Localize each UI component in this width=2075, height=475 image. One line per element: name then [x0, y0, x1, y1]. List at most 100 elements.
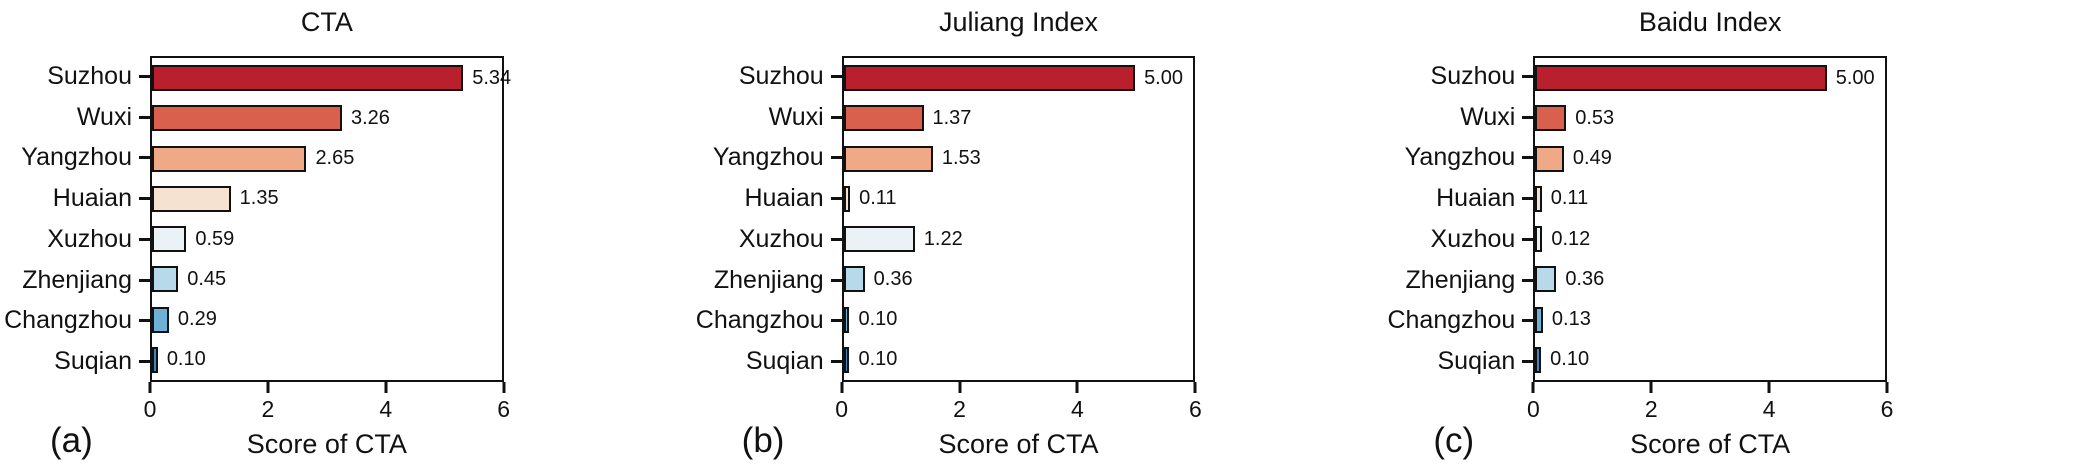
y-axis-row: Huaian: [1383, 178, 1534, 219]
bar-row: 0.11: [1535, 179, 1885, 219]
bar-wuxi: [1535, 105, 1567, 132]
y-tick-mark: [1522, 237, 1534, 241]
x-tick-mark: [148, 382, 152, 393]
category-label: Xuzhou: [738, 224, 824, 253]
y-tick-mark: [1522, 74, 1534, 78]
y-axis-row: Xuzhou: [1383, 219, 1534, 260]
x-tick-mark: [384, 382, 388, 393]
y-tick-mark: [1522, 115, 1534, 119]
category-label: Wuxi: [76, 102, 132, 131]
y-tick-mark: [139, 156, 150, 160]
bar-value-label: 0.29: [177, 308, 217, 331]
bar-value-label: 1.22: [923, 227, 963, 250]
bar-wuxi: [843, 105, 924, 132]
y-tick-mark: [830, 237, 842, 241]
bar-wuxi: [152, 105, 342, 132]
bar-huaian: [152, 185, 231, 212]
bar-value-label: 0.59: [195, 227, 235, 250]
x-tick-mark: [1075, 382, 1079, 393]
category-label: Yangzhou: [21, 143, 132, 172]
y-tick-mark: [139, 319, 150, 323]
category-label: Suqian: [745, 347, 824, 376]
x-axis-label: Score of CTA: [938, 429, 1099, 459]
chart-title: Baidu Index: [1638, 7, 1782, 37]
y-axis-row: Xuzhou: [0, 219, 150, 260]
y-axis-row: Zhenjiang: [692, 260, 842, 301]
y-tick-mark: [1522, 360, 1534, 364]
x-tick-label: 6: [1188, 396, 1202, 422]
plot-area: 5.00 1.37 1.53 0.11 1.22 0.36 0.10 0.10: [841, 56, 1196, 382]
bar-value-label: 0.13: [1551, 308, 1591, 331]
bar-xuzhou: [843, 226, 915, 253]
y-tick-mark: [830, 197, 842, 201]
category-label: Huaian: [52, 184, 132, 213]
y-tick-mark: [830, 360, 842, 364]
bar-suqian: [843, 346, 850, 373]
panel-label: (c): [1433, 421, 1475, 460]
x-tick-mark: [840, 382, 844, 393]
y-tick-mark: [139, 278, 150, 282]
bar-value-label: 0.45: [187, 267, 227, 290]
y-tick-mark: [139, 74, 150, 78]
bar-row: 0.45: [152, 259, 502, 299]
bar-row: 0.10: [843, 300, 1194, 340]
y-tick-mark: [139, 115, 150, 119]
bar-row: 5.34: [152, 58, 511, 98]
y-axis-row: Suzhou: [692, 56, 842, 97]
bar-row: 5.00: [843, 58, 1194, 98]
y-axis-row: Huaian: [692, 178, 842, 219]
category-label: Yangzhou: [712, 143, 824, 172]
bar-value-label: 0.53: [1575, 106, 1615, 129]
bar-zhenjiang: [843, 266, 865, 293]
category-label: Xuzhou: [1430, 224, 1516, 253]
bar-value-label: 2.65: [315, 147, 355, 170]
bar-value-label: 0.10: [166, 348, 206, 371]
bar-value-label: 5.34: [472, 66, 512, 89]
bar-suzhou: [152, 65, 464, 92]
bar-value-label: 0.10: [858, 308, 898, 331]
y-axis-row: Yangzhou: [692, 138, 842, 179]
bar-value-label: 1.37: [932, 106, 972, 129]
y-axis-row: Suqian: [692, 341, 842, 382]
x-tick-label: 4: [1071, 396, 1084, 422]
category-label: Suzhou: [738, 61, 824, 90]
bar-row: 1.35: [152, 179, 502, 219]
x-tick-mark: [502, 382, 506, 393]
x-tick-label: 6: [1880, 396, 1894, 422]
x-tick-label: 2: [261, 396, 275, 422]
bar-row: 0.36: [1535, 259, 1885, 299]
bar-row: 0.13: [1535, 300, 1885, 340]
bar-row: 3.26: [152, 98, 502, 138]
y-axis-row: Xuzhou: [692, 219, 842, 260]
plot-area: 5.34 3.26 2.65 1.35 0.59 0.45 0.29 0.10: [150, 56, 511, 382]
x-axis: 0 2 4 6: [144, 382, 510, 430]
plot-area: 5.00 0.53 0.49 0.11 0.12 0.36 0.13 0.10: [1533, 56, 1888, 382]
bar-row: 0.59: [152, 219, 502, 259]
category-label: Changzhou: [1387, 306, 1516, 335]
bar-xuzhou: [1535, 226, 1543, 253]
category-label: Suzhou: [1430, 61, 1516, 90]
y-tick-mark: [1522, 197, 1534, 201]
bar-row: 0.10: [843, 340, 1194, 380]
bar-value-label: 1.53: [941, 147, 981, 170]
category-label: Suqian: [54, 347, 132, 376]
x-tick-mark: [1649, 382, 1653, 393]
bar-huaian: [843, 185, 851, 212]
bar-row: 0.53: [1535, 98, 1885, 138]
y-axis-row: Suzhou: [1383, 56, 1534, 97]
bar-value-label: 3.26: [350, 106, 390, 129]
category-label: Huaian: [1436, 184, 1516, 213]
y-tick-mark: [1522, 156, 1534, 160]
bar-value-label: 0.10: [858, 348, 898, 371]
y-axis-row: Wuxi: [1383, 97, 1534, 138]
x-tick-mark: [1193, 382, 1197, 393]
y-axis-row: Wuxi: [692, 97, 842, 138]
bar-value-label: 5.00: [1835, 66, 1875, 89]
category-label: Changzhou: [695, 306, 824, 335]
x-tick-label: 0: [835, 396, 849, 422]
x-tick-label: 4: [379, 396, 393, 422]
x-tick-label: 2: [953, 396, 966, 422]
bar-row: 0.10: [1535, 340, 1885, 380]
bar-row: 2.65: [152, 139, 502, 179]
